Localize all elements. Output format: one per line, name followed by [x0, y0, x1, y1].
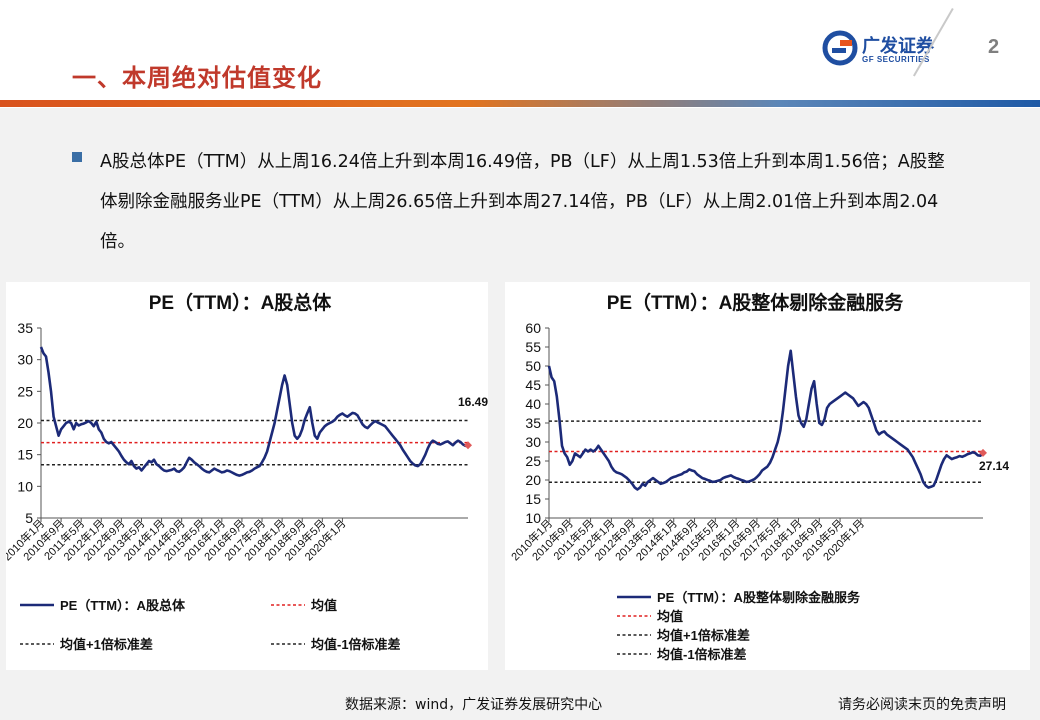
endpoint-marker [979, 448, 987, 457]
chart-title: PE（TTM）：A股整体剔除金融服务 [607, 291, 905, 314]
y-tick-label: 25 [525, 453, 541, 469]
endpoint-marker [464, 441, 472, 450]
y-tick-label: 50 [525, 358, 541, 374]
header-gradient-bar [0, 100, 1040, 107]
legend-label: 均值 [657, 609, 683, 624]
y-tick-label: 35 [525, 415, 541, 431]
logo-name: 广发证券 [862, 36, 934, 57]
summary-paragraph: A股总体PE（TTM）从上周16.24倍上升到本周16.49倍，PB（LF）从上… [100, 152, 945, 252]
y-tick-label: 25 [17, 383, 33, 399]
series-line [547, 349, 984, 491]
legend-label: 均值-1倍标准差 [657, 647, 747, 662]
y-tick-label: 60 [525, 320, 541, 336]
y-tick-label: 40 [525, 396, 541, 412]
y-tick-label: 15 [17, 447, 33, 463]
gf-logo-icon [822, 30, 858, 66]
y-tick-label: 10 [525, 510, 541, 526]
y-tick-label: 15 [525, 491, 541, 507]
page-number: 2 [988, 36, 1000, 58]
legend-label: PE（TTM）：A股整体剔除金融服务 [657, 590, 861, 605]
chart-title: PE（TTM）：A股总体 [149, 291, 333, 314]
footer-disclaimer: 请务必阅读末页的免责声明 [838, 697, 1006, 713]
pe-chart-overall: PE（TTM）：A股总体51015202530352010年1月2010年9月2… [0, 291, 488, 652]
y-tick-label: 5 [25, 510, 33, 526]
slide-title: 一、本周绝对估值变化 [72, 64, 322, 92]
legend-label: 均值+1倍标准差 [657, 628, 750, 643]
end-value-label: 16.49 [458, 395, 488, 409]
end-value-label: 27.14 [979, 459, 1009, 473]
slide-header: 一、本周绝对估值变化 广发证券 GF SECURITIES 2 [0, 0, 1040, 108]
y-tick-label: 30 [525, 434, 541, 450]
pe-chart-ex-financial: PE（TTM）：A股整体剔除金融服务 10 15 20 25 30 35 40 45 50 55 60… [508, 291, 1009, 662]
y-tick-label: 45 [525, 377, 541, 393]
logo-subtitle: GF SECURITIES [862, 55, 930, 64]
chart-panel-ex-financial: PE（TTM）：A股整体剔除金融服务 10 15 20 25 30 35 40 45 50 55 60… [505, 282, 1030, 670]
chart-panel-overall: PE（TTM）：A股总体 5 10 15 20 25 30 35 2010年1月 2010年9月 2… [0, 282, 488, 670]
y-tick-label: 10 [17, 478, 33, 494]
legend-label: 均值 [311, 598, 337, 613]
y-tick-label: 20 [17, 415, 33, 431]
y-tick-label: 30 [17, 352, 33, 368]
y-tick-label: 20 [525, 472, 541, 488]
legend-label: 均值-1倍标准差 [311, 637, 401, 652]
legend-label: PE（TTM）：A股总体 [60, 598, 186, 613]
y-tick-label: 35 [17, 320, 33, 336]
y-tick-label: 55 [525, 339, 541, 355]
company-logo: 广发证券 GF SECURITIES [822, 30, 947, 70]
legend-label: 均值+1倍标准差 [60, 637, 153, 652]
series-line [39, 346, 469, 477]
footer-source: 数据来源：wind，广发证券发展研究中心 [345, 697, 603, 713]
bullet-square-icon [72, 152, 82, 162]
